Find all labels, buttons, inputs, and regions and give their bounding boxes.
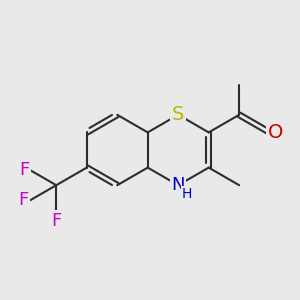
Text: F: F: [20, 161, 30, 179]
Text: H: H: [182, 187, 192, 201]
Text: F: F: [19, 191, 29, 209]
Text: S: S: [172, 105, 184, 124]
Text: O: O: [268, 123, 283, 142]
Text: F: F: [51, 212, 62, 230]
Text: N: N: [172, 176, 185, 194]
